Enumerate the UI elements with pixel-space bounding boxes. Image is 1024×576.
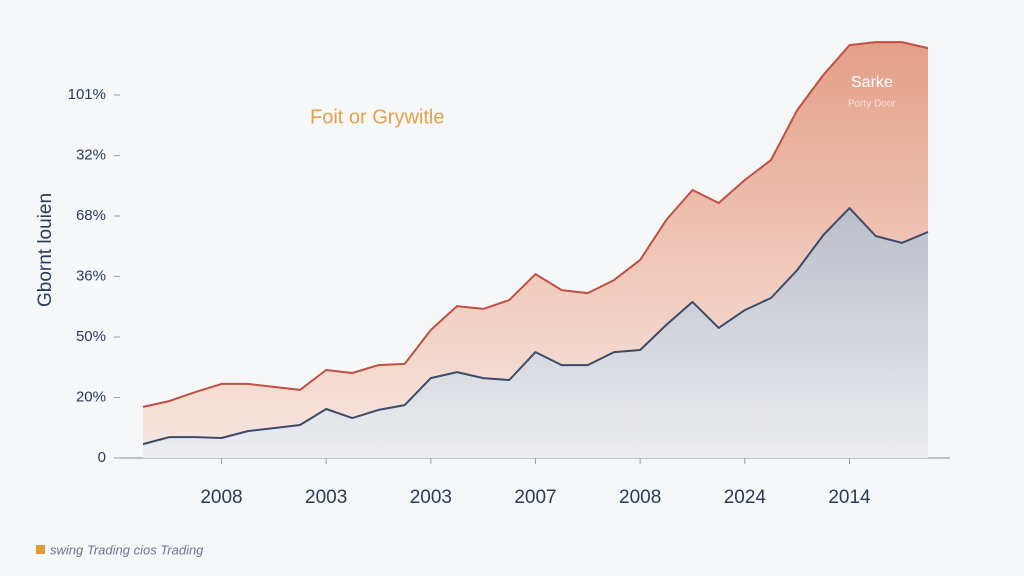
chart-title: Foit or Grywitle <box>310 106 444 128</box>
x-tick-label: 2003 <box>305 487 347 508</box>
y-tick-label: 20% <box>76 388 106 405</box>
y-tick-label: 50% <box>76 328 106 345</box>
y-tick-label: 101% <box>68 86 106 103</box>
legend-subtitle: Porty Door <box>848 99 896 110</box>
y-tick-label: 36% <box>76 267 106 284</box>
legend-title: Sarke <box>851 74 893 91</box>
x-tick-label: 2014 <box>828 487 871 508</box>
x-tick-label: 2007 <box>514 487 556 508</box>
x-tick-label: 2024 <box>724 487 767 508</box>
footer: swing Trading cios Trading <box>50 542 204 557</box>
y-tick-label: 68% <box>76 207 106 224</box>
y-axis-label: Gbornt louien <box>35 193 56 307</box>
footer-icon <box>36 545 45 554</box>
x-tick-label: 2008 <box>619 487 661 508</box>
area-fill <box>143 208 928 458</box>
x-tick-label: 2008 <box>200 487 242 508</box>
y-tick-label: 0 <box>98 449 106 466</box>
y-tick-label: 32% <box>76 146 106 163</box>
x-tick-label: 2003 <box>410 487 452 508</box>
series-line <box>142 207 929 446</box>
series-line <box>142 41 929 408</box>
